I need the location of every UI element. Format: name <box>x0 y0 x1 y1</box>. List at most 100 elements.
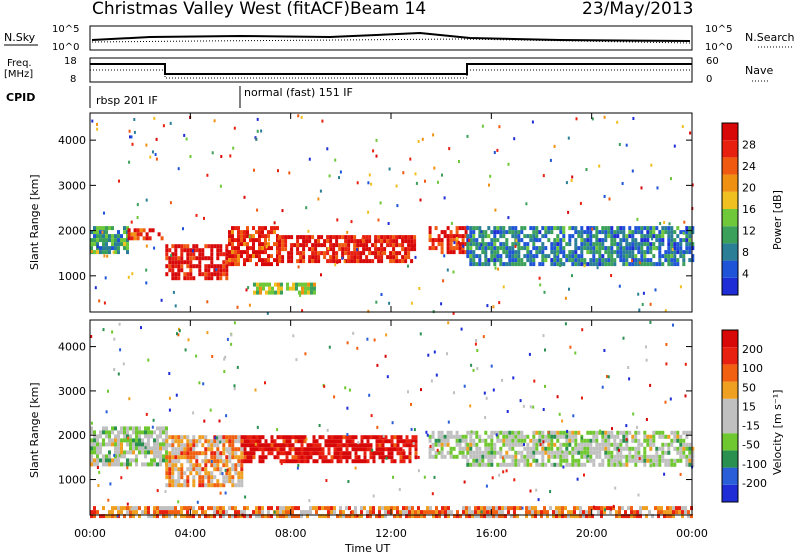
heat-cell <box>171 467 175 472</box>
heat-cell <box>294 506 297 511</box>
heat-speckle <box>371 448 374 452</box>
heat-cell <box>428 226 432 231</box>
heat-cell <box>96 438 99 443</box>
heat-cell <box>222 447 226 452</box>
nave-tick-bottom: 0 <box>706 74 712 85</box>
heat-speckle <box>501 378 503 382</box>
heat-cell <box>189 252 193 257</box>
heat-cell <box>520 230 524 235</box>
heat-cell <box>258 443 262 448</box>
heat-cell <box>413 239 417 244</box>
heat-cell <box>685 250 689 255</box>
heat-cell <box>297 435 301 440</box>
heat-speckle <box>254 442 257 446</box>
heat-cell <box>183 244 187 249</box>
colorbar-swatch <box>722 484 738 502</box>
heat-cell <box>354 435 358 440</box>
heat-cell <box>371 243 375 248</box>
heat-cell <box>437 242 441 247</box>
heat-cell <box>90 238 93 243</box>
heat-cell <box>673 462 677 467</box>
heat-cell <box>446 234 450 239</box>
heat-cell <box>286 286 289 291</box>
heat-cell <box>649 438 653 443</box>
heat-cell <box>540 510 543 515</box>
heat-cell <box>487 450 491 455</box>
heat-cell <box>93 458 96 463</box>
heat-cell <box>268 282 271 287</box>
heat-cell <box>625 458 629 463</box>
heat-cell <box>252 238 255 243</box>
heat-cell <box>267 262 270 267</box>
heat-cell <box>311 255 315 260</box>
heat-cell <box>201 252 205 257</box>
heat-cell <box>369 506 372 511</box>
heat-speckle <box>544 384 546 388</box>
heat-cell <box>300 447 304 452</box>
colorbar-tick-label: 100 <box>742 362 763 375</box>
heat-speckle <box>96 245 99 249</box>
heat-cell <box>673 430 677 435</box>
heat-cell <box>252 510 255 515</box>
heat-cell <box>243 230 246 235</box>
heat-cell <box>144 454 147 459</box>
heat-cell <box>365 259 369 264</box>
heat-cell <box>359 243 363 248</box>
heat-cell <box>162 454 165 459</box>
heat-cell <box>93 450 96 455</box>
heat-cell <box>475 262 479 267</box>
heat-cell <box>492 510 495 515</box>
heat-cell <box>267 258 270 263</box>
heat-cell <box>120 242 123 247</box>
heat-speckle <box>591 227 594 231</box>
heat-cell <box>204 272 208 277</box>
heat-cell <box>174 451 178 456</box>
heat-cell <box>664 442 668 447</box>
heat-cell <box>670 242 674 247</box>
heat-cell <box>222 439 226 444</box>
heat-cell <box>99 450 102 455</box>
heat-cell <box>246 230 249 235</box>
heat-speckle <box>168 396 171 400</box>
heat-cell <box>246 234 249 239</box>
heat-cell <box>619 246 623 251</box>
heat-cell <box>162 510 165 515</box>
heat-speckle <box>466 134 469 138</box>
heat-cell <box>670 254 674 259</box>
heat-cell <box>327 443 331 448</box>
heat-cell <box>661 450 665 455</box>
heat-cell <box>168 435 172 440</box>
heat-cell <box>630 514 633 519</box>
nsearch-tick-top: 10^5 <box>705 24 732 35</box>
heat-cell <box>180 451 184 456</box>
heat-cell <box>625 254 629 259</box>
heat-speckle <box>429 444 432 448</box>
heat-cell <box>180 443 184 448</box>
heat-cell <box>225 463 229 468</box>
heat-cell <box>225 471 229 476</box>
heat-cell <box>499 246 503 251</box>
colorbar-swatch <box>722 123 738 141</box>
heat-cell <box>198 471 202 476</box>
heat-speckle <box>544 348 546 352</box>
heat-cell <box>105 430 108 435</box>
heat-cell <box>682 450 686 455</box>
heat-cell <box>499 230 503 235</box>
heat-cell <box>186 467 190 472</box>
heat-speckle <box>566 429 569 433</box>
heat-cell <box>679 458 683 463</box>
heat-cell <box>534 506 537 511</box>
heat-cell <box>517 430 521 435</box>
heat-cell <box>637 246 641 251</box>
heat-cell <box>123 246 126 251</box>
heat-cell <box>428 454 432 459</box>
heat-cell <box>264 514 267 519</box>
heat-cell <box>461 250 465 255</box>
heat-speckle <box>202 382 205 386</box>
heat-cell <box>144 430 147 435</box>
heat-cell <box>481 246 485 251</box>
heat-speckle <box>407 264 409 268</box>
heat-cell <box>579 510 582 515</box>
heat-cell <box>541 262 545 267</box>
